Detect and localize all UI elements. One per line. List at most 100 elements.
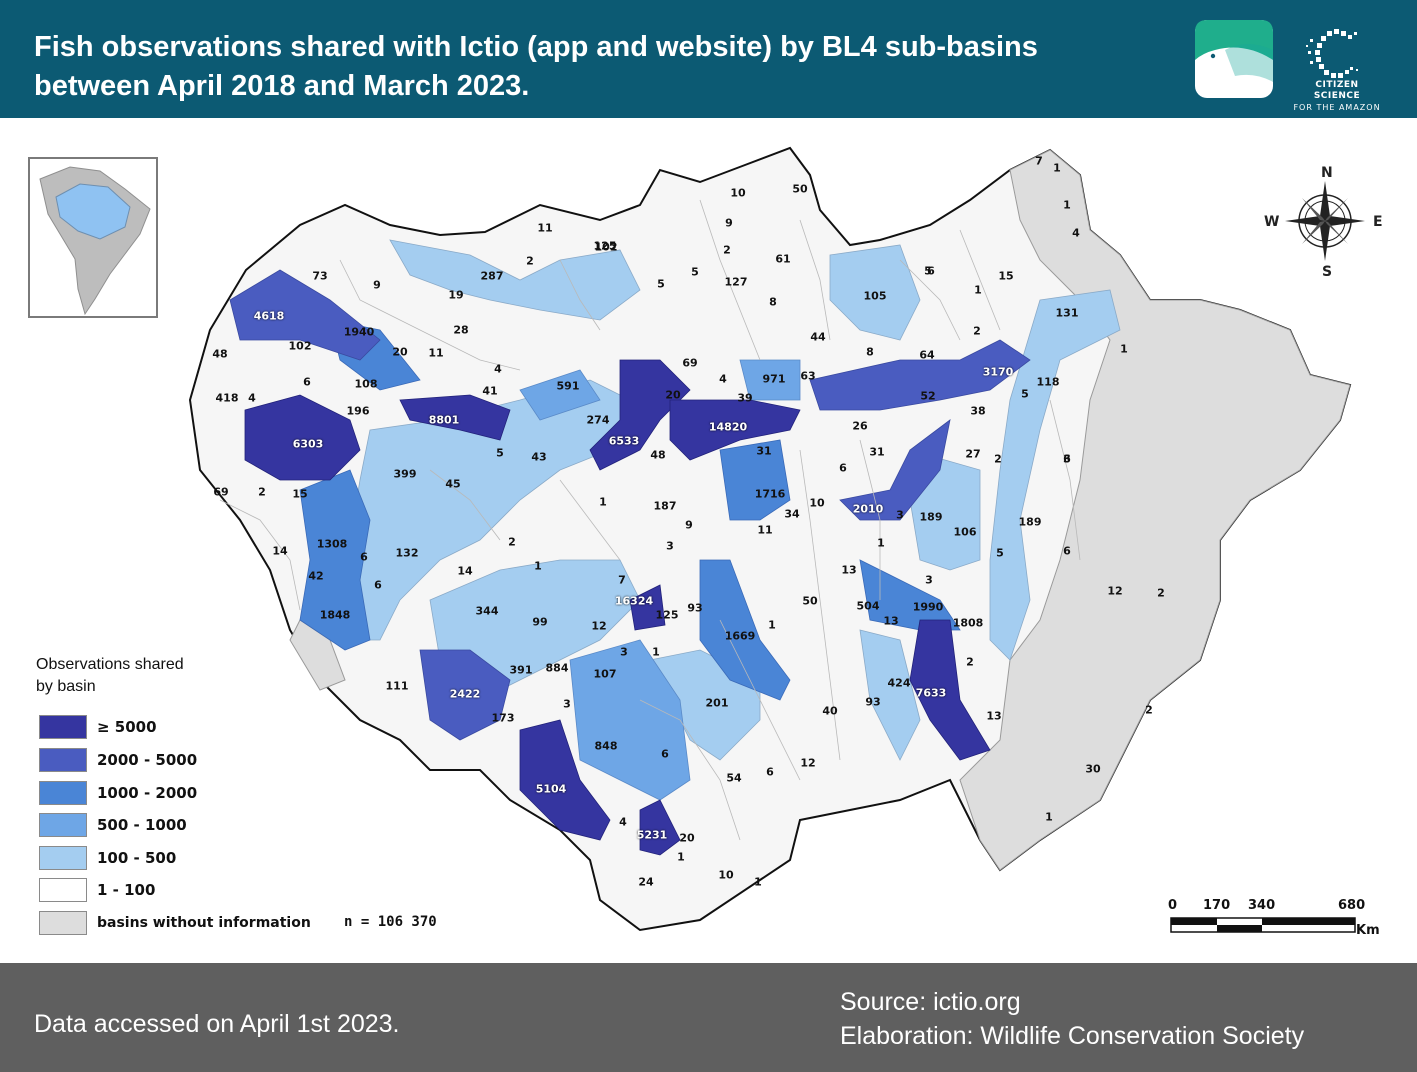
basin-count-label: 111 <box>385 679 409 693</box>
legend-label: 500 - 1000 <box>97 816 187 834</box>
basin-count-label: 13 <box>883 614 899 628</box>
basin-count-label: 1 <box>534 559 542 573</box>
basin-count-label: 6 <box>374 578 382 592</box>
basin-count-label: 93 <box>865 695 881 709</box>
basin-count-label: 884 <box>545 661 569 675</box>
basin-count-label: 19 <box>448 288 464 302</box>
basin-count-label: 5 <box>691 265 699 279</box>
elaboration-line: Elaboration: Wildlife Conservation Socie… <box>840 1022 1305 1050</box>
basin-count-label: 6 <box>839 461 847 475</box>
legend-title: Observations shared by basin <box>36 654 236 698</box>
ictio-logo-icon <box>1195 20 1273 98</box>
basin-count-label: 39 <box>737 391 753 405</box>
class-1000-2000-center <box>719 439 791 521</box>
legend-label: ≥ 5000 <box>97 718 157 736</box>
legend-title-line-2: by basin <box>36 678 96 695</box>
basin-count-label: 10 <box>718 868 734 882</box>
basin-count-label: 48 <box>212 347 228 361</box>
basin-count-label: 173 <box>491 711 515 725</box>
basin-count-label: 2 <box>994 452 1002 466</box>
source-line: Source: ictio.org <box>840 988 1021 1016</box>
legend-item-500-1000: 500 - 1000 <box>39 813 369 837</box>
basin-count-label: 196 <box>346 404 370 418</box>
basin-count-label: 189 <box>919 510 943 524</box>
basin-count-label: 189 <box>1018 515 1042 529</box>
scale-tick-680: 680 <box>1338 898 1366 913</box>
title-line-2: between April 2018 and March 2023. <box>34 70 530 102</box>
class-5000-plus-6303 <box>244 394 361 481</box>
legend-title-line-1: Observations shared <box>36 656 184 673</box>
citizen-science-label: CITIZEN SCIENCE FOR THE AMAZON <box>1291 80 1383 113</box>
basin-count-label: 7 <box>618 573 626 587</box>
basin-count-label: 1 <box>754 875 762 889</box>
basin-count-label: 50 <box>802 594 818 608</box>
basin-count-label: 69 <box>213 485 229 499</box>
basin-count-label: 13 <box>986 709 1002 723</box>
basin-count-label: 8 <box>769 295 777 309</box>
basin-count-label: 1 <box>652 645 660 659</box>
basin-count-label: 20 <box>392 345 408 359</box>
basin-count-label: 40 <box>822 704 838 718</box>
basin-count-label: 4 <box>494 362 502 376</box>
basin-count-label: 3 <box>1063 452 1071 466</box>
basin-count-label: 9 <box>685 518 693 532</box>
title-line-1: Fish observations shared with Ictio (app… <box>34 31 1038 63</box>
cs-line-2: FOR THE AMAZON <box>1293 103 1381 112</box>
cs-line-1: CITIZEN SCIENCE <box>1313 80 1361 101</box>
south-america-inset <box>30 159 156 316</box>
tributary-band-north-east <box>829 244 921 341</box>
header-banner: Fish observations shared with Ictio (app… <box>0 0 1417 118</box>
basin-count-label: 3 <box>666 539 674 553</box>
basin-count-label: 11 <box>537 221 553 235</box>
compass-rose: N S W E <box>1262 163 1388 281</box>
basin-count-label: 344 <box>475 604 499 618</box>
basin-count-label: 1716 <box>754 487 786 501</box>
basin-count-label: 6 <box>303 375 311 389</box>
legend-item-100-500: 100 - 500 <box>39 846 369 870</box>
basin-count-label: 4 <box>1072 226 1080 240</box>
legend-swatch <box>39 813 87 837</box>
basin-count-label: 105 <box>863 289 887 303</box>
basin-count-label: 391 <box>509 663 533 677</box>
compass-north: N <box>1321 165 1333 181</box>
sub-basin-divides <box>219 199 1081 841</box>
basin-count-label: 44 <box>810 330 826 344</box>
basin-count-label: 48 <box>650 448 666 462</box>
basin-count-label: 31 <box>756 444 772 458</box>
basin-count-label: 424 <box>887 676 911 690</box>
basin-count-label: 2 <box>526 254 534 268</box>
class-500-1000-c <box>519 369 601 421</box>
basin-count-label: 2 <box>258 485 266 499</box>
basin-count-label: 102 <box>288 339 312 353</box>
basin-count-label: 1308 <box>316 537 348 551</box>
legend-item-2000-5000: 2000 - 5000 <box>39 748 369 772</box>
basin-count-label: 1 <box>599 495 607 509</box>
basin-count-label: 2 <box>508 535 516 549</box>
map-legend: Observations shared by basin ≥ 5000 2000… <box>36 654 356 935</box>
basin-count-label: 2 <box>1145 703 1153 717</box>
basin-count-label: 12 <box>800 756 816 770</box>
basin-count-label: 63 <box>800 369 816 383</box>
basin-count-label: 45 <box>445 477 461 491</box>
class-5000-plus-5231 <box>639 799 681 856</box>
basin-count-label: 274 <box>586 413 610 427</box>
class-5000-plus-7633 <box>909 619 991 761</box>
basin-count-label: 30 <box>1085 762 1101 776</box>
basin-count-label: 6 <box>927 264 935 278</box>
basin-count-label: 4 <box>248 391 256 405</box>
class-1000-2000-tapajos <box>859 559 961 631</box>
basin-count-label: 13 <box>841 563 857 577</box>
legend-label: 100 - 500 <box>97 849 177 867</box>
compass-south: S <box>1322 264 1333 280</box>
data-accessed-note: Data accessed on April 1st 2023. <box>34 1010 400 1038</box>
basin-count-label: 1848 <box>319 608 351 622</box>
basin-count-label: 971 <box>762 372 786 386</box>
basin-count-label: 9 <box>725 216 733 230</box>
basin-count-label: 5231 <box>636 828 668 842</box>
basin-count-label: 1 <box>677 850 685 864</box>
footer-bar: Data accessed on April 1st 2023. Source:… <box>0 963 1417 1072</box>
basin-count-label: 1940 <box>343 325 375 339</box>
basin-count-label: 6303 <box>292 437 324 451</box>
basin-count-label: 127 <box>724 275 748 289</box>
amazon-basin-map[interactable] <box>0 118 1417 963</box>
